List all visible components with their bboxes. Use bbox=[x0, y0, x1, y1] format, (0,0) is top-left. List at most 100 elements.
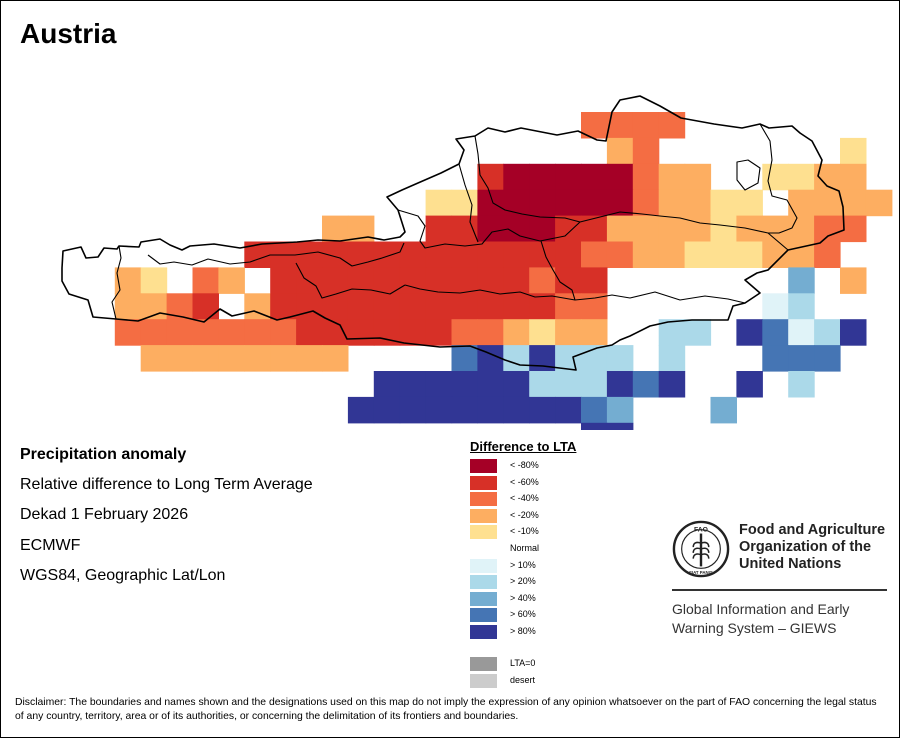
anomaly-cell bbox=[814, 319, 841, 346]
map-subtitle: Relative difference to Long Term Average bbox=[20, 476, 313, 493]
anomaly-cell bbox=[218, 345, 245, 372]
anomaly-cell bbox=[581, 241, 608, 268]
anomaly-cell bbox=[270, 293, 297, 320]
anomaly-cell bbox=[684, 241, 712, 268]
legend-label: < -20% bbox=[510, 509, 539, 520]
anomaly-cell bbox=[788, 345, 815, 372]
anomaly-cell bbox=[425, 396, 453, 424]
anomaly-cell bbox=[347, 319, 375, 346]
anomaly-cell bbox=[140, 319, 168, 346]
anomaly-cell bbox=[425, 189, 453, 217]
anomaly-cell bbox=[425, 319, 453, 346]
fao-organization-name: Food and Agriculture Organization of the… bbox=[739, 522, 886, 572]
anomaly-cell bbox=[244, 345, 271, 372]
anomaly-cell bbox=[684, 215, 712, 243]
anomaly-cell bbox=[425, 267, 453, 294]
anomaly-cell bbox=[114, 293, 142, 320]
anomaly-cell bbox=[114, 267, 142, 294]
legend-label: < -80% bbox=[510, 460, 539, 470]
anomaly-cell bbox=[373, 241, 401, 268]
anomaly-cell bbox=[192, 293, 219, 320]
anomaly-cell bbox=[762, 163, 789, 191]
anomaly-cell bbox=[114, 319, 142, 346]
legend-swatch bbox=[470, 492, 497, 507]
anomaly-cell bbox=[296, 319, 323, 346]
legend-swatch bbox=[470, 674, 497, 688]
anomaly-cell bbox=[451, 345, 478, 372]
anomaly-cell bbox=[166, 319, 194, 346]
map-title: Austria bbox=[20, 18, 117, 49]
fao-logo: FAO FIAT PANIS bbox=[672, 520, 730, 578]
anomaly-cell bbox=[840, 163, 867, 191]
anomaly-cell bbox=[322, 241, 349, 268]
anomaly-cell bbox=[373, 371, 401, 398]
legend-label: LTA=0 bbox=[510, 658, 536, 668]
legend-swatch bbox=[470, 575, 497, 590]
anomaly-cell bbox=[451, 396, 478, 424]
anomaly-cell bbox=[477, 396, 504, 424]
legend-label: < -40% bbox=[510, 493, 539, 504]
anomaly-cell bbox=[555, 241, 582, 268]
anomaly-cell bbox=[425, 241, 453, 268]
anomaly-cell bbox=[788, 215, 815, 243]
anomaly-cell bbox=[581, 267, 608, 294]
anomaly-cell bbox=[606, 163, 634, 191]
anomaly-cell bbox=[581, 396, 608, 424]
legend-swatch bbox=[470, 459, 497, 473]
precipitation-anomaly-map bbox=[61, 95, 893, 430]
anomaly-cell bbox=[477, 215, 504, 243]
anomaly-cell bbox=[192, 319, 219, 346]
anomaly-cell bbox=[865, 189, 893, 217]
anomaly-cell bbox=[658, 241, 686, 268]
anomaly-cell bbox=[658, 112, 686, 139]
anomaly-cell bbox=[684, 189, 712, 217]
anomaly-cell bbox=[477, 293, 504, 320]
anomaly-cell bbox=[477, 267, 504, 294]
anomaly-cell bbox=[762, 241, 789, 268]
anomaly-cell bbox=[840, 319, 867, 346]
anomaly-cell bbox=[503, 293, 530, 320]
anomaly-cell bbox=[503, 371, 530, 398]
anomaly-cell bbox=[529, 396, 556, 424]
legend-label: < -10% bbox=[510, 526, 539, 537]
anomaly-cell bbox=[296, 293, 323, 320]
anomaly-cell bbox=[710, 396, 737, 424]
fao-logo-ring-text: FIAT PANIS bbox=[689, 570, 713, 575]
legend-label: desert bbox=[510, 675, 536, 685]
anomaly-cell bbox=[503, 319, 530, 346]
anomaly-cell bbox=[555, 371, 582, 398]
anomaly-cell bbox=[529, 267, 556, 294]
anomaly-cell bbox=[788, 163, 815, 191]
anomaly-cell bbox=[632, 215, 660, 243]
anomaly-cell bbox=[555, 319, 582, 346]
anomaly-cell bbox=[270, 267, 297, 294]
anomaly-cell bbox=[606, 215, 634, 243]
anomaly-cell bbox=[555, 396, 582, 424]
anomaly-cell bbox=[347, 293, 375, 320]
anomaly-cell bbox=[840, 267, 867, 294]
anomaly-cell bbox=[684, 319, 712, 346]
anomaly-cell bbox=[710, 215, 737, 243]
anomaly-cell bbox=[581, 422, 608, 430]
anomaly-cell bbox=[606, 241, 634, 268]
map-projection: WGS84, Geographic Lat/Lon bbox=[20, 567, 226, 584]
fao-logo-letters: FAO bbox=[694, 527, 708, 534]
map-period: Dekad 1 February 2026 bbox=[20, 506, 189, 523]
anomaly-cell bbox=[529, 215, 556, 243]
legend-swatch bbox=[470, 558, 497, 573]
anomaly-cell bbox=[503, 241, 530, 268]
anomaly-cell bbox=[658, 163, 686, 191]
anomaly-cell bbox=[788, 267, 815, 294]
legend-swatch bbox=[470, 657, 497, 671]
anomaly-cell bbox=[606, 422, 634, 430]
anomaly-cell bbox=[736, 371, 763, 398]
anomaly-cell bbox=[606, 396, 634, 424]
anomaly-cell bbox=[425, 293, 453, 320]
anomaly-cell bbox=[166, 345, 194, 372]
anomaly-cell bbox=[270, 345, 297, 372]
anomaly-cell bbox=[814, 189, 841, 217]
anomaly-cell bbox=[218, 319, 245, 346]
anomaly-cell bbox=[736, 319, 763, 346]
anomaly-cell bbox=[658, 371, 686, 398]
anomaly-cell bbox=[322, 215, 349, 243]
